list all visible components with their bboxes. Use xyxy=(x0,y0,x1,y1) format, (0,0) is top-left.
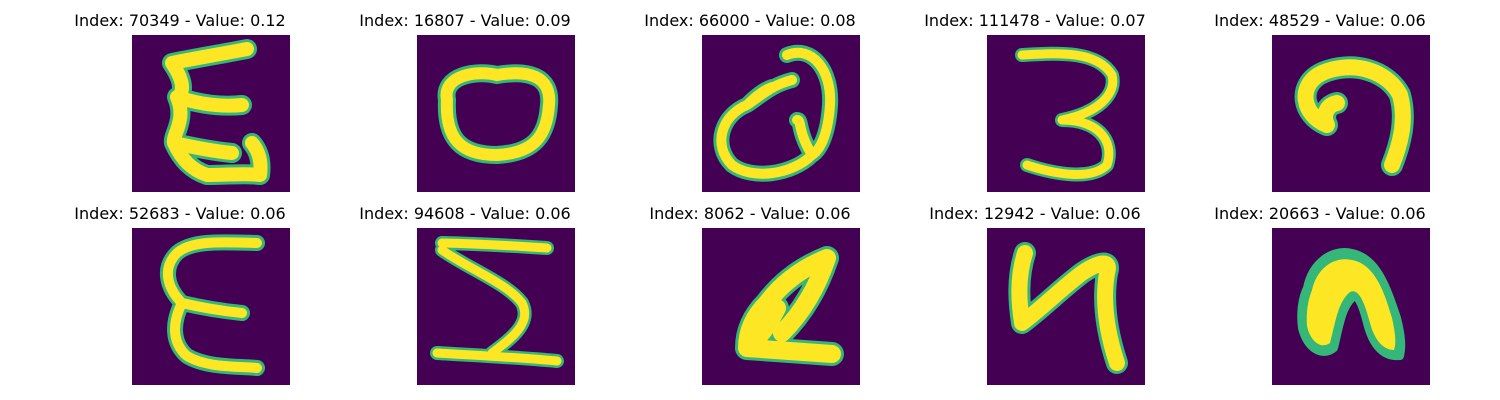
panel-1: Index: 70349 - Value: 0.12 xyxy=(30,0,330,193)
panel-title: Index: 94608 - Value: 0.06 xyxy=(359,204,571,223)
character-image xyxy=(987,35,1145,192)
panel-title: Index: 8062 - Value: 0.06 xyxy=(649,204,851,223)
panel-10: Index: 20663 - Value: 0.06 xyxy=(1170,193,1470,386)
character-image xyxy=(702,35,860,192)
panel-title: Index: 20663 - Value: 0.06 xyxy=(1214,204,1426,223)
panel-2: Index: 16807 - Value: 0.09 xyxy=(315,0,615,193)
panel-title: Index: 16807 - Value: 0.09 xyxy=(359,11,571,30)
panel-9: Index: 12942 - Value: 0.06 xyxy=(885,193,1185,386)
panel-title: Index: 70349 - Value: 0.12 xyxy=(74,11,286,30)
panel-4: Index: 111478 - Value: 0.07 xyxy=(885,0,1185,193)
panel-title: Index: 52683 - Value: 0.06 xyxy=(74,204,286,223)
panel-7: Index: 94608 - Value: 0.06 xyxy=(315,193,615,386)
panel-title: Index: 111478 - Value: 0.07 xyxy=(924,11,1146,30)
character-image xyxy=(702,228,860,385)
panel-6: Index: 52683 - Value: 0.06 xyxy=(30,193,330,386)
panel-5: Index: 48529 - Value: 0.06 xyxy=(1170,0,1470,193)
character-image xyxy=(417,228,575,385)
panel-title: Index: 48529 - Value: 0.06 xyxy=(1214,11,1426,30)
character-image xyxy=(987,228,1145,385)
panel-3: Index: 66000 - Value: 0.08 xyxy=(600,0,900,193)
character-image xyxy=(1272,228,1430,385)
character-image xyxy=(132,228,290,385)
panel-title: Index: 66000 - Value: 0.08 xyxy=(644,11,856,30)
panel-8: Index: 8062 - Value: 0.06 xyxy=(600,193,900,386)
character-image xyxy=(132,35,290,192)
panel-title: Index: 12942 - Value: 0.06 xyxy=(929,204,1141,223)
character-image xyxy=(1272,35,1430,192)
character-image xyxy=(417,35,575,192)
